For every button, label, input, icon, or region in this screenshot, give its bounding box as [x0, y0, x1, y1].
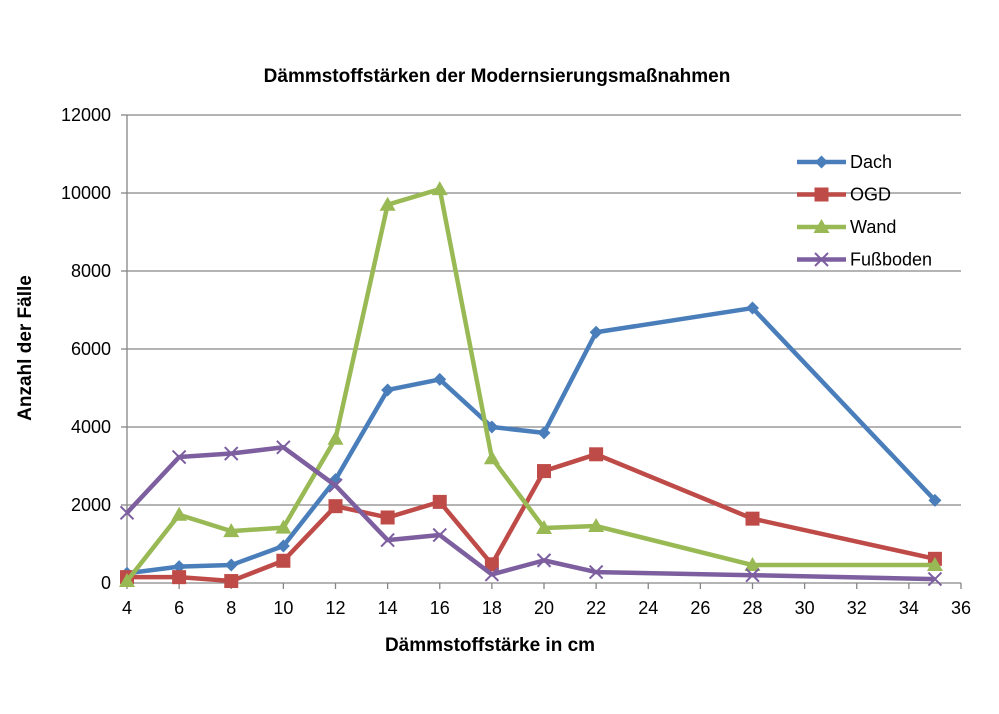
legend-label: Fußboden: [850, 250, 932, 270]
series-wand: [119, 181, 943, 588]
series-ogd: [120, 447, 942, 589]
data-point-ogd: [484, 557, 499, 572]
x-tick-label: 34: [899, 598, 919, 618]
series-fu-boden: [119, 440, 943, 587]
x-tick-label: 30: [795, 598, 815, 618]
x-tick-label: 22: [586, 598, 606, 618]
data-point-ogd: [589, 447, 604, 462]
x-tick-label: 16: [430, 598, 450, 618]
data-point-dach: [537, 426, 551, 440]
data-point-wand: [536, 520, 552, 535]
series-dach: [120, 301, 942, 580]
data-point-wand: [431, 181, 448, 196]
data-point-wand: [926, 557, 943, 572]
data-point-ogd: [172, 570, 187, 585]
x-tick-label: 36: [951, 598, 971, 618]
x-tick-label: 4: [122, 598, 132, 618]
data-point-dach: [928, 493, 942, 507]
x-tick-label: 32: [847, 598, 867, 618]
x-tick-label: 18: [482, 598, 502, 618]
y-tick-label: 2000: [71, 495, 111, 515]
data-point-fu-boden: [484, 567, 500, 582]
x-tick-label: 8: [226, 598, 236, 618]
data-point-fu-boden: [745, 567, 760, 583]
legend-entry-fu-boden: Fußboden: [797, 250, 932, 270]
x-tick-label: 20: [534, 598, 554, 618]
data-point-wand: [119, 573, 135, 588]
data-point-fu-boden: [536, 553, 552, 568]
data-point-ogd: [380, 510, 395, 525]
data-point-fu-boden: [119, 505, 135, 521]
y-tick-label: 6000: [71, 339, 111, 359]
data-point-ogd: [276, 553, 291, 568]
data-point-fu-boden: [432, 527, 447, 543]
x-tick-label: 28: [742, 598, 762, 618]
data-point-ogd: [432, 494, 447, 509]
data-point-fu-boden: [927, 571, 943, 587]
y-tick-label: 12000: [61, 105, 111, 125]
data-point-wand: [275, 519, 292, 534]
data-point-ogd: [745, 511, 760, 526]
gridlines: [127, 114, 961, 506]
axes: 0 2000 4000 6000 8000 10000 12000 4 6 8 10 12 14 16 18…: [61, 105, 971, 618]
y-tick-label: 4000: [71, 417, 111, 437]
x-axis-title: Dämmstoffstärke in cm: [385, 635, 595, 656]
data-point-dach: [224, 558, 238, 572]
data-point-wand: [223, 523, 240, 538]
data-point-wand: [171, 506, 188, 521]
data-point-wand: [483, 450, 500, 465]
legend-marker: [813, 219, 830, 233]
series-line-fu-boden: [125, 445, 935, 582]
y-tick-label: 0: [101, 573, 111, 593]
legend-entry-dach: Dach: [797, 152, 892, 172]
legend-entry-wand: Wand: [797, 217, 896, 237]
data-point-ogd: [224, 574, 239, 589]
data-point-dach: [172, 560, 186, 574]
y-tick-label: 8000: [71, 261, 111, 281]
legend-marker: [814, 187, 829, 202]
series-line-wand: [125, 186, 935, 583]
data-point-ogd: [328, 499, 343, 514]
legend: Dach OGD Wand Fußboden: [797, 152, 932, 270]
data-point-wand: [588, 518, 605, 533]
data-point-wand: [327, 430, 344, 445]
x-tick-label: 12: [325, 598, 345, 618]
legend-entry-ogd: OGD: [797, 185, 891, 205]
data-point-dach: [746, 301, 759, 315]
y-tick-label: 10000: [61, 183, 111, 203]
data-point-dach: [276, 539, 290, 553]
series-line-dach: [126, 305, 937, 576]
data-point-fu-boden: [380, 532, 395, 548]
data-point-fu-boden: [171, 449, 187, 465]
chart-title: Dämmstoffstärken der Modernsierungsmaßna…: [264, 66, 731, 87]
x-tick-label: 6: [174, 598, 184, 618]
x-tick-label: 14: [378, 598, 398, 618]
data-point-dach: [381, 383, 395, 397]
data-point-ogd: [537, 464, 551, 479]
legend-marker: [815, 155, 828, 169]
y-axis-title: Anzahl der Fälle: [15, 275, 36, 421]
data-point-dach: [433, 372, 447, 386]
data-point-dach: [589, 325, 603, 339]
series-line-ogd: [127, 452, 936, 584]
x-tick-label: 26: [690, 598, 710, 618]
data-point-fu-boden: [276, 440, 291, 455]
x-tick-label: 10: [273, 598, 293, 618]
data-point-fu-boden: [588, 564, 604, 580]
x-tick-label: 24: [638, 598, 658, 618]
legend-label: Dach: [850, 152, 892, 172]
data-point-fu-boden: [224, 446, 239, 461]
series-group: [119, 181, 943, 589]
data-point-fu-boden: [328, 478, 343, 493]
data-point-wand: [379, 196, 396, 211]
legend-label: Wand: [850, 217, 896, 237]
data-point-wand: [744, 557, 761, 572]
legend-label: OGD: [850, 185, 891, 205]
legend-marker: [814, 252, 829, 267]
